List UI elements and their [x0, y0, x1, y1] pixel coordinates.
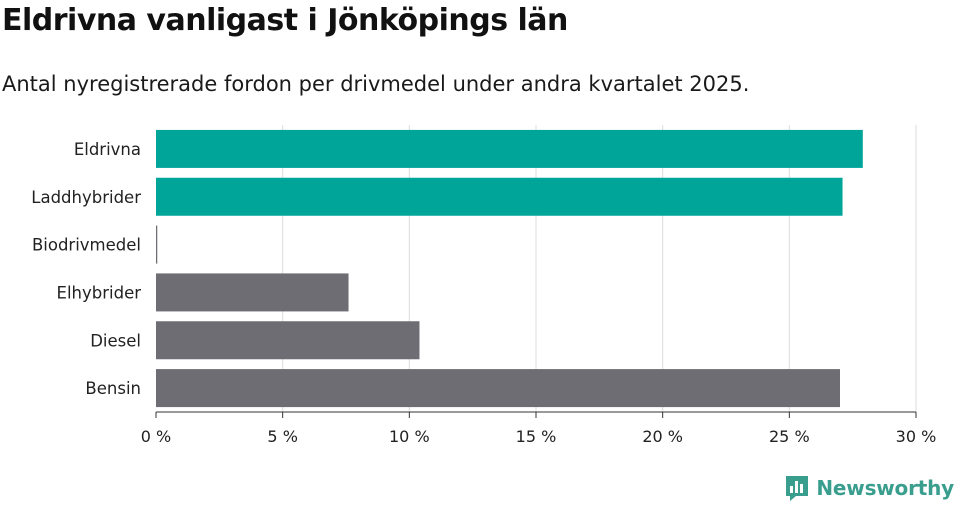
chart-subtitle: Antal nyregistrerade fordon per drivmede… [2, 72, 750, 96]
category-label: Diesel [90, 331, 141, 350]
bar [156, 369, 840, 408]
x-tick-label: 25 % [769, 427, 810, 446]
newsworthy-logo-icon [786, 476, 809, 501]
category-label: Biodrivmedel [32, 236, 141, 255]
bar [156, 177, 843, 216]
bar [156, 129, 863, 168]
chart-title: Eldrivna vanligast i Jönköpings län [2, 3, 568, 38]
brand-name: Newsworthy [816, 476, 954, 500]
bar [156, 225, 158, 264]
category-label: Elhybrider [57, 283, 142, 302]
bar [156, 273, 349, 312]
bar [156, 321, 420, 360]
x-tick-label: 30 % [896, 427, 937, 446]
newsworthy-brand[interactable]: Newsworthy [784, 474, 954, 502]
x-tick-label: 20 % [642, 427, 683, 446]
category-label: Bensin [85, 379, 141, 398]
x-tick-label: 0 % [141, 427, 171, 446]
category-label: Laddhybrider [31, 188, 141, 207]
x-tick-label: 10 % [389, 427, 430, 446]
category-label: Eldrivna [74, 140, 141, 159]
x-tick-label: 5 % [267, 427, 297, 446]
x-tick-label: 15 % [516, 427, 557, 446]
